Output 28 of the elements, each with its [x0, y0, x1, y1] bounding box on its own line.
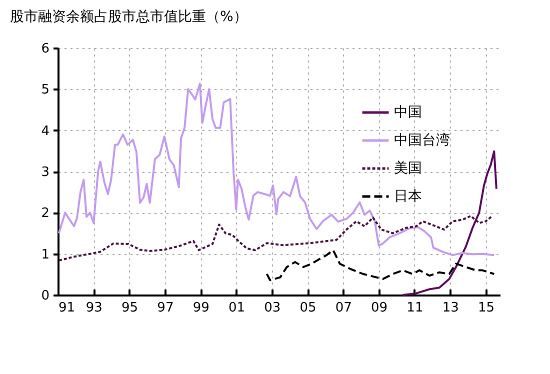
x-tick-label: 07 [335, 300, 352, 316]
line-series [266, 249, 496, 282]
legend-label: 中国 [394, 104, 422, 120]
x-tick-label: 11 [406, 300, 424, 316]
x-tick-label: 91 [58, 300, 76, 316]
chart-title: 股市融资余额占股市总市值比重（%） [10, 9, 248, 25]
line-series [58, 82, 496, 256]
y-tick-label: 0 [41, 288, 50, 304]
x-tick-label: 05 [300, 300, 316, 316]
x-tick-label: 97 [157, 300, 174, 316]
x-tick-label: 15 [478, 300, 495, 316]
legend-label: 日本 [394, 188, 422, 204]
y-tick-label: 3 [41, 165, 50, 180]
x-tick-label: 99 [192, 300, 210, 316]
line-series [58, 214, 494, 262]
x-tick-label: 95 [122, 300, 138, 316]
y-tick-label: 5 [41, 82, 50, 98]
y-tick-label: 1 [41, 247, 50, 262]
x-tick-label: 03 [264, 300, 281, 316]
x-tick-label: 93 [86, 300, 102, 316]
y-tick-label: 4 [41, 124, 50, 139]
legend-label: 中国台湾 [394, 132, 450, 148]
x-tick-label: 01 [228, 300, 245, 316]
x-tick-label: 13 [442, 300, 459, 316]
y-tick-label: 2 [41, 206, 50, 222]
legend-label: 美国 [394, 160, 422, 176]
y-tick-label: 6 [41, 42, 50, 56]
x-tick-label: 09 [371, 300, 388, 316]
